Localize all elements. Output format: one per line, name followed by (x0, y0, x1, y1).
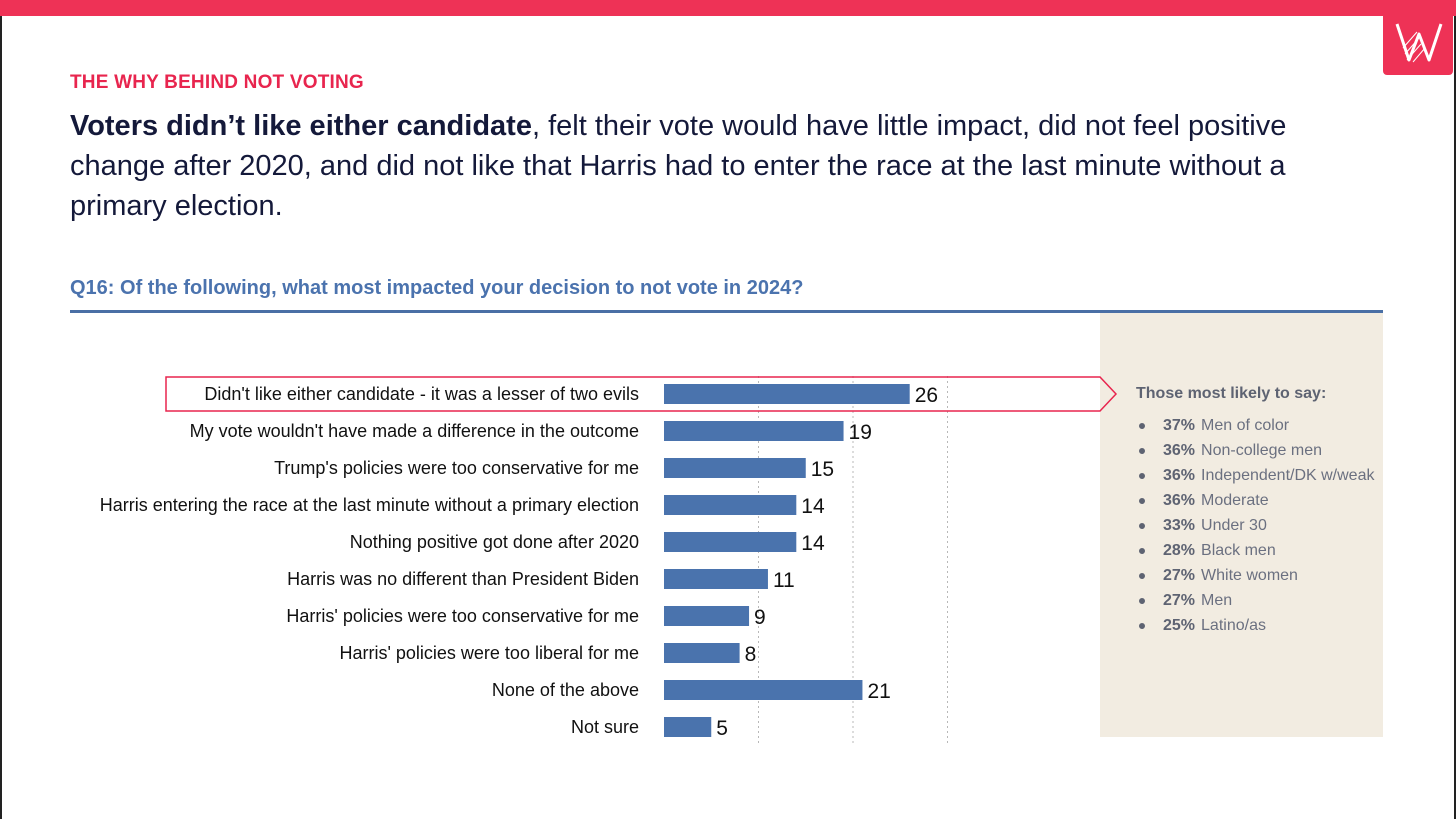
bar (664, 680, 863, 700)
bullet-icon (1139, 423, 1145, 429)
side-panel-title: Those most likely to say: (1136, 385, 1327, 402)
bullet-icon (1139, 598, 1145, 604)
value-label: 21 (867, 680, 890, 703)
highlight-callout (165, 376, 1118, 412)
bar (664, 458, 806, 478)
bar (664, 495, 797, 515)
side-panel-item: 36% Moderate (1138, 488, 1378, 513)
category-label: None of the above (492, 680, 639, 700)
bullet-icon (1139, 548, 1145, 554)
value-label: 15 (811, 458, 834, 481)
side-panel-item-label: Non-college men (1201, 442, 1322, 459)
value-label: 14 (801, 495, 825, 518)
side-panel-item: 36% Non-college men (1138, 438, 1378, 463)
brand-logo (1383, 16, 1453, 75)
side-panel: Those most likely to say: 37% Men of colo… (1100, 313, 1383, 737)
value-label: 9 (754, 606, 766, 629)
bar (664, 643, 740, 663)
value-label: 19 (849, 421, 872, 444)
bar (664, 569, 768, 589)
side-panel-item-label: Moderate (1201, 492, 1269, 509)
bullet-icon (1139, 623, 1145, 629)
side-panel-item-label: Black men (1201, 542, 1276, 559)
side-panel-item-pct: 27% (1163, 592, 1196, 609)
question-rule (70, 310, 1383, 313)
category-label: Harris' policies were too liberal for me (339, 643, 639, 663)
side-panel-item: 37% Men of color (1138, 413, 1378, 438)
headline-rest: , felt their vote would have little impa… (70, 110, 1287, 222)
side-panel-item-label: Independent/DK w/weak (1201, 467, 1375, 484)
bullet-icon (1139, 498, 1145, 504)
section-kicker: THE WHY BEHIND NOT VOTING (70, 72, 364, 93)
value-label: 26 (915, 384, 938, 407)
side-panel-item: 28% Black men (1138, 538, 1378, 563)
side-panel-item: 27% White women (1138, 563, 1378, 588)
side-panel-item-label: White women (1201, 567, 1298, 584)
left-frame-edge (0, 16, 2, 819)
logo-mark-icon (1395, 23, 1443, 63)
category-label: Didn't like either candidate - it was a … (204, 384, 639, 404)
value-label: 11 (773, 569, 795, 592)
value-label: 5 (716, 717, 728, 740)
category-label: Harris entering the race at the last min… (100, 495, 639, 515)
category-label: Nothing positive got done after 2020 (350, 532, 639, 552)
side-panel-item-label: Under 30 (1201, 517, 1267, 534)
side-panel-item-pct: 36% (1163, 492, 1196, 509)
category-label: Harris was no different than President B… (287, 569, 639, 589)
bullet-icon (1139, 473, 1145, 479)
value-label: 8 (745, 643, 757, 666)
right-frame-edge (1454, 16, 1456, 819)
side-panel-item-pct: 37% (1163, 417, 1196, 434)
question-title: Q16: Of the following, what most impacte… (70, 277, 804, 299)
side-panel-item-pct: 36% (1163, 467, 1196, 484)
bullet-icon (1139, 523, 1145, 529)
category-label: Not sure (571, 717, 639, 737)
category-label: Trump's policies were too conservative f… (274, 458, 639, 478)
side-panel-item: 36% Independent/DK w/weak (1138, 463, 1378, 488)
top-accent-bar (0, 0, 1456, 16)
side-panel-item-pct: 25% (1163, 617, 1196, 634)
side-panel-list: 37% Men of color 36% Non-college men 36% Inde… (1138, 413, 1378, 638)
bar (664, 384, 910, 404)
bar (664, 421, 844, 441)
bullet-icon (1139, 448, 1145, 454)
side-panel-item-label: Men (1201, 592, 1233, 609)
side-panel-item-pct: 28% (1163, 542, 1196, 559)
side-panel-item-pct: 33% (1163, 517, 1196, 534)
side-panel-item: 25% Latino/as (1138, 613, 1378, 638)
side-panel-item-label: Men of color (1201, 417, 1290, 434)
side-panel-item-pct: 27% (1163, 567, 1196, 584)
category-label: Harris' policies were too conservative f… (286, 606, 639, 626)
side-panel-item: 33% Under 30 (1138, 513, 1378, 538)
side-panel-item: 27% Men (1138, 588, 1378, 613)
side-panel-item-label: Latino/as (1201, 617, 1266, 634)
side-panel-item-pct: 36% (1163, 442, 1196, 459)
bar (664, 717, 712, 737)
headline: Voters didn’t like either candidate, fel… (70, 106, 1370, 226)
bar (664, 606, 750, 626)
bullet-icon (1139, 573, 1145, 579)
headline-bold: Voters didn’t like either candidate (70, 110, 532, 142)
bar (664, 532, 797, 552)
value-label: 14 (801, 532, 825, 555)
category-label: My vote wouldn't have made a difference … (190, 421, 639, 441)
